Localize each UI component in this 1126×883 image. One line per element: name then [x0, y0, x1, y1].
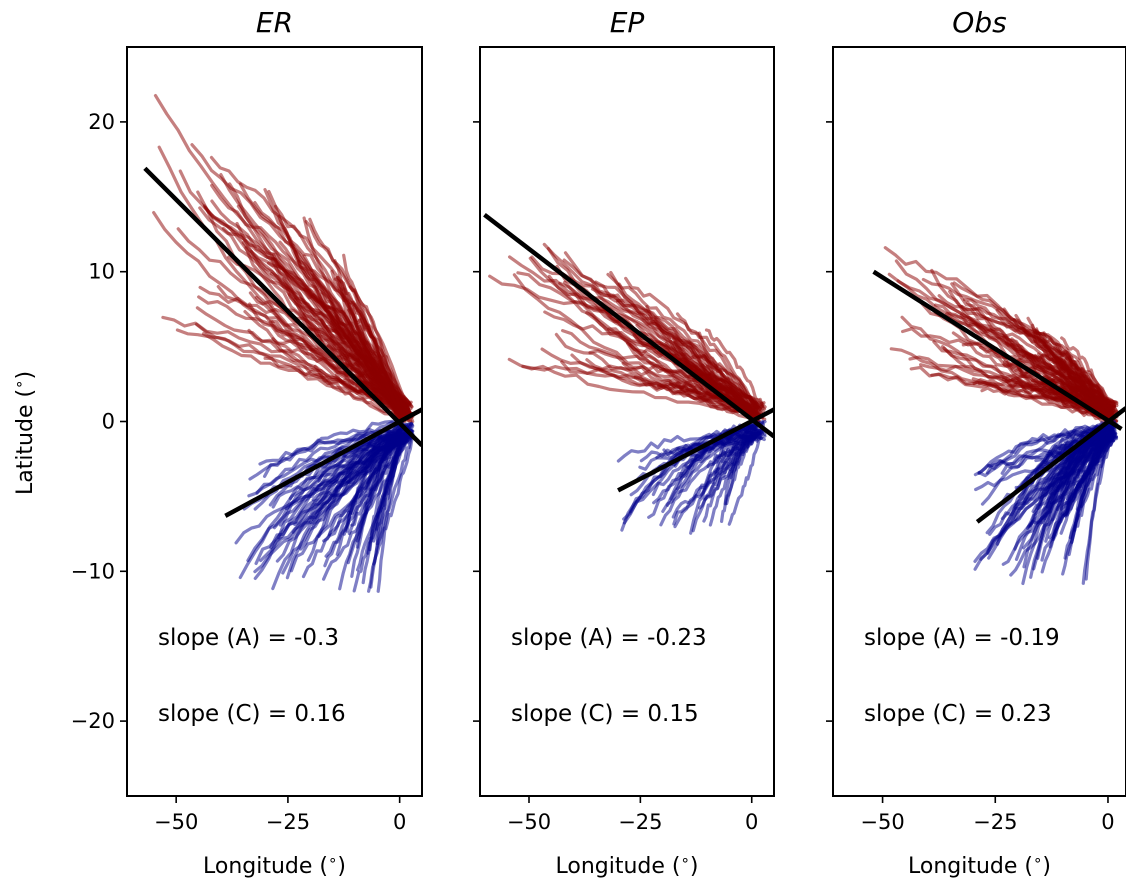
series-north: [488, 242, 767, 424]
x-tick-label: −25: [266, 810, 310, 834]
x-axis-label: Longitude (∘): [556, 851, 699, 879]
fit-line-c: [224, 407, 422, 518]
track-south: [727, 423, 765, 526]
plot-area: [872, 246, 1126, 586]
track-south: [659, 420, 761, 527]
track-south: [1049, 432, 1115, 495]
track-south: [703, 434, 756, 501]
axes-frame: [832, 46, 1126, 797]
plot-area: [143, 94, 422, 593]
track-south: [995, 422, 1110, 546]
series-south: [616, 419, 767, 535]
track-south: [372, 436, 414, 566]
x-axis-label-text: Longitude (: [203, 854, 328, 879]
track-north: [656, 380, 761, 412]
series-north: [883, 246, 1119, 424]
x-tick-label: 0: [745, 810, 758, 834]
y-tick-label: −10: [71, 559, 115, 583]
fit-line-a: [483, 212, 774, 439]
track-south: [288, 436, 410, 500]
x-tick-label: 0: [393, 810, 406, 834]
x-axis-label: Longitude (∘): [908, 851, 1051, 879]
x-tick-label: −25: [973, 810, 1017, 834]
y-axis-label-text: Latitude (: [13, 389, 38, 495]
fit-line-a: [872, 269, 1123, 431]
x-axis-label-text: Longitude (: [908, 854, 1033, 879]
track-north: [1026, 316, 1116, 410]
panels: −50 −25 0 −20 −10 0 10 20 ER slope (A) = -0.3 slop…: [71, 6, 1126, 879]
x-tick-label: 0: [1101, 810, 1114, 834]
series-south: [973, 419, 1119, 586]
slope-annotation-c: slope (C) = 0.16: [158, 701, 346, 727]
panel-title: Obs: [952, 6, 1006, 39]
slope-annotation-a: slope (A) = -0.23: [511, 625, 707, 651]
axes-frame: [479, 46, 775, 797]
panel-title: EP: [610, 6, 645, 39]
fit-line-a: [143, 166, 422, 448]
x-tick-label: −50: [860, 810, 904, 834]
panel-title: ER: [256, 6, 293, 39]
track-south: [352, 424, 406, 593]
track-south: [1001, 426, 1111, 566]
track-north: [560, 360, 754, 417]
slope-annotation-c: slope (C) = 0.23: [864, 701, 1052, 727]
y-tick-label: 10: [88, 260, 115, 284]
x-tick-label: −25: [618, 810, 662, 834]
track-north: [561, 329, 759, 420]
slope-annotation-a: slope (A) = -0.19: [864, 625, 1060, 651]
x-tick-label: −50: [154, 810, 198, 834]
x-axis-label-close: ): [690, 854, 699, 879]
track-south: [1067, 431, 1118, 557]
y-axis-label-close: ): [13, 371, 38, 380]
series-north: [152, 94, 415, 424]
series-south: [234, 419, 415, 593]
plot-area: [483, 212, 774, 535]
y-tick-label: −20: [71, 709, 115, 733]
panel-ep: −50 −25 0 EP slope (A) = -0.23 slope (C) = 0.…: [473, 6, 775, 879]
y-tick-label: 20: [88, 110, 115, 134]
track-north: [624, 276, 760, 411]
track-north: [266, 261, 410, 423]
track-south: [289, 429, 414, 573]
track-north: [333, 277, 404, 418]
track-south: [301, 430, 403, 579]
track-north: [704, 328, 765, 411]
axes-frame: [126, 46, 423, 797]
slope-annotation-c: slope (C) = 0.15: [511, 701, 699, 727]
track-north: [697, 331, 758, 413]
track-north: [353, 302, 406, 408]
x-axis-label-close: ): [1042, 854, 1051, 879]
y-tick-label: 0: [102, 410, 115, 434]
fit-line-c: [975, 406, 1126, 524]
track-north: [628, 343, 758, 414]
x-axis-label-close: ): [337, 854, 346, 879]
track-south: [672, 426, 757, 526]
slope-annotation-a: slope (A) = -0.3: [158, 625, 339, 651]
x-axis-label: Longitude (∘): [203, 851, 346, 879]
x-axis-label-degree: ∘: [1033, 851, 1042, 869]
x-axis-label-degree: ∘: [328, 851, 337, 869]
x-axis-label-degree: ∘: [681, 851, 690, 869]
track-south: [299, 432, 402, 551]
y-axis-label-degree: ∘: [10, 380, 28, 389]
track-south: [1022, 421, 1117, 503]
track-north: [543, 310, 757, 408]
x-axis-label-text: Longitude (: [556, 854, 681, 879]
fit-line-c: [617, 407, 774, 493]
track-north: [1014, 313, 1119, 415]
track-north: [1035, 327, 1111, 423]
panel-obs: −50 −25 0 Obs slope (A) = -0.19 slope (C) = 0…: [826, 6, 1126, 879]
panel-er: −50 −25 0 −20 −10 0 10 20 ER slope (A) = -0.3 slop…: [71, 6, 423, 879]
track-north: [308, 217, 412, 416]
y-axis-label: Latitude (∘): [10, 371, 38, 495]
track-south: [1000, 437, 1113, 475]
track-south: [665, 425, 759, 507]
x-tick-label: −50: [507, 810, 551, 834]
track-south: [263, 419, 406, 478]
track-north: [247, 328, 402, 407]
